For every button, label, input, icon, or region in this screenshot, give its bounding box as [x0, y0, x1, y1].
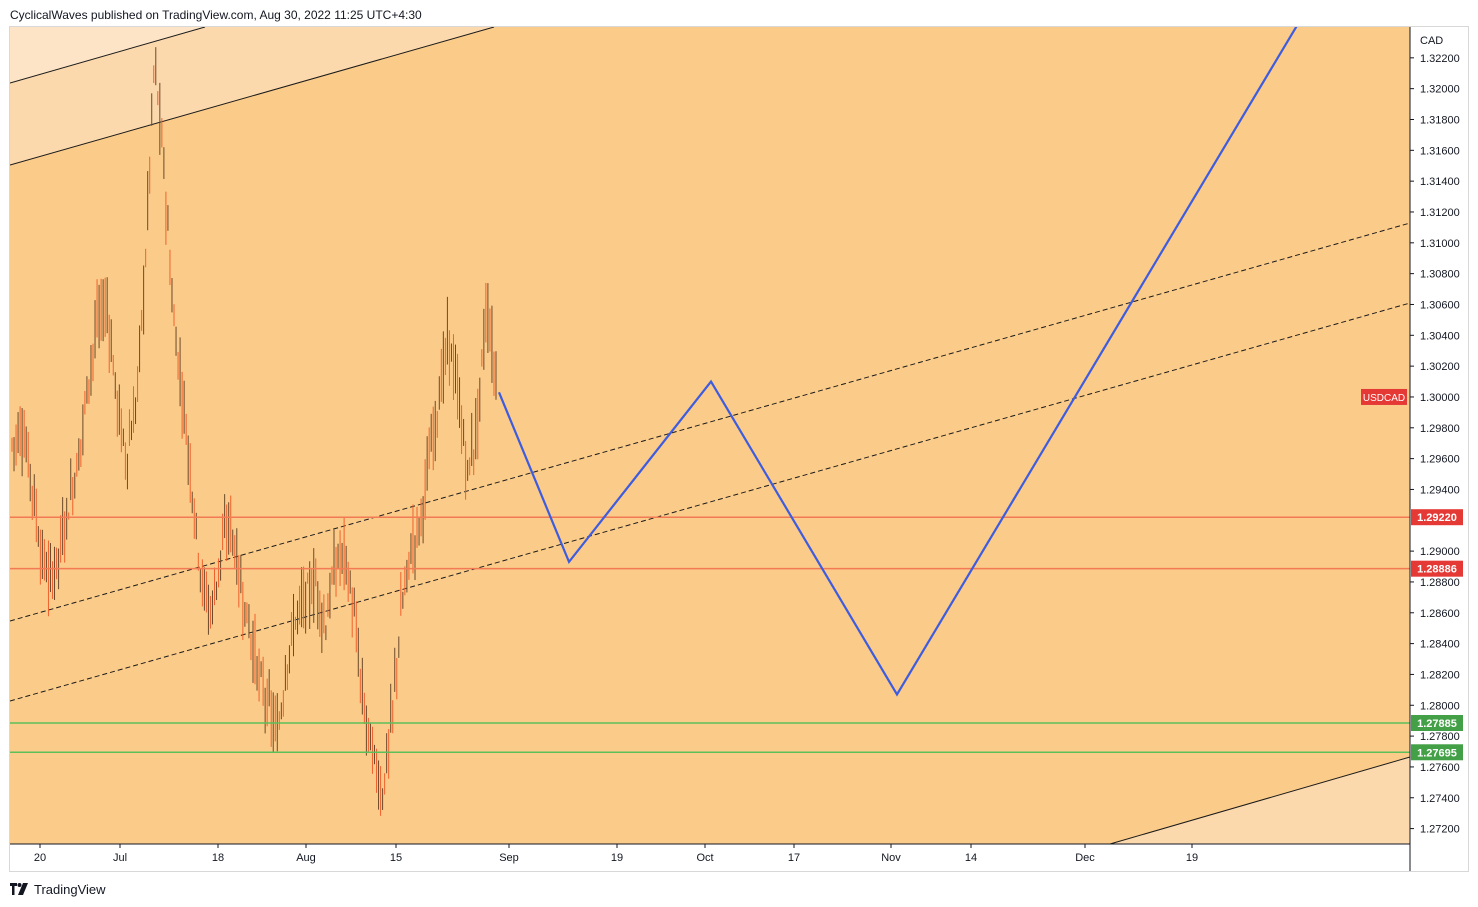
price-tick-label: 1.31800	[1420, 114, 1460, 126]
price-tick-label: 1.28400	[1420, 639, 1460, 651]
symbol-tag	[1361, 388, 1407, 405]
price-tick-label: 1.30800	[1420, 269, 1460, 281]
channel-upper-outer-line	[9, 26, 206, 84]
time-tick-label: 17	[788, 852, 800, 864]
time-tick-label: Aug	[296, 852, 316, 864]
price-tick-label: 1.27200	[1420, 824, 1460, 836]
price-tick-label: 1.27400	[1420, 793, 1460, 805]
price-tick-label: 1.27800	[1420, 731, 1460, 743]
publisher-attribution: CyclicalWaves published on TradingView.c…	[10, 8, 422, 22]
price-tick-label: 1.31200	[1420, 207, 1460, 219]
time-axis-background	[10, 844, 1410, 871]
price-tick-label: 1.29800	[1420, 423, 1460, 435]
price-tick-label: 1.28200	[1420, 669, 1460, 681]
price-tick-label: 1.27600	[1420, 762, 1460, 774]
level-tag	[1411, 744, 1463, 761]
price-tick-label: 1.29400	[1420, 484, 1460, 496]
channel-mid-upper-line	[9, 222, 1411, 622]
price-tick-label: 1.28000	[1420, 700, 1460, 712]
time-tick-label: 19	[611, 852, 623, 864]
price-tick-label: 1.32200	[1420, 53, 1460, 65]
time-tick-label: Jul	[113, 852, 127, 864]
price-tick-label: 1.28800	[1420, 577, 1460, 589]
price-tick-label: 1.31000	[1420, 238, 1460, 250]
price-tick-label: 1.30000	[1420, 392, 1460, 404]
axes: CAD 1.32200 1.32000 1.31800 1.31600 1.31400 1.…	[10, 27, 1460, 871]
price-tick-label: 1.30400	[1420, 330, 1460, 342]
time-tick-label: Nov	[881, 852, 901, 864]
price-tick-label: 1.30600	[1420, 299, 1460, 311]
price-tick-label: 1.29000	[1420, 546, 1460, 558]
time-tick-label: Oct	[696, 852, 713, 864]
level-tag	[1411, 509, 1463, 526]
plot-background	[10, 27, 1410, 844]
price-tick-label: 1.31400	[1420, 176, 1460, 188]
background-layer	[10, 27, 1468, 871]
footer: TradingView	[10, 880, 106, 898]
footer-brand[interactable]: TradingView	[34, 881, 106, 897]
time-tick-label: 15	[390, 852, 402, 864]
level-label: 1.27885	[1417, 718, 1457, 730]
candles	[11, 47, 497, 816]
time-tick-label: Dec	[1075, 852, 1095, 864]
time-tick-label: 18	[212, 852, 224, 864]
price-tick-label: 1.30200	[1420, 361, 1460, 373]
price-chart[interactable]: 1.29220 1.28886 1.27885 1.27695 USDCAD CAD 1.…	[9, 23, 1468, 871]
level-tag	[1411, 714, 1463, 731]
level-label: 1.29220	[1417, 512, 1457, 524]
channel-lower-line	[1109, 756, 1411, 845]
price-tick-label: 1.31600	[1420, 145, 1460, 157]
time-tick-label: 19	[1186, 852, 1198, 864]
time-tick-label: Sep	[499, 852, 519, 864]
symbol-label: USDCAD	[1363, 393, 1405, 404]
tradingview-logo-icon[interactable]	[10, 883, 28, 895]
price-tick-label: 1.28600	[1420, 608, 1460, 620]
time-tick-label: 14	[965, 852, 977, 864]
chart-area[interactable]: 1.29220 1.28886 1.27885 1.27695 USDCAD CAD 1.…	[9, 23, 1469, 872]
horizontal-levels: 1.29220 1.28886 1.27885 1.27695 USDCAD	[10, 388, 1463, 761]
level-label: 1.27695	[1417, 747, 1457, 759]
level-tag	[1411, 560, 1463, 577]
currency-label: CAD	[1420, 35, 1443, 47]
price-tick-label: 1.29600	[1420, 454, 1460, 466]
channel-upper-line	[9, 26, 495, 166]
level-label: 1.28886	[1417, 564, 1457, 576]
price-tick-label: 1.32000	[1420, 84, 1460, 96]
time-tick-label: 20	[34, 852, 46, 864]
